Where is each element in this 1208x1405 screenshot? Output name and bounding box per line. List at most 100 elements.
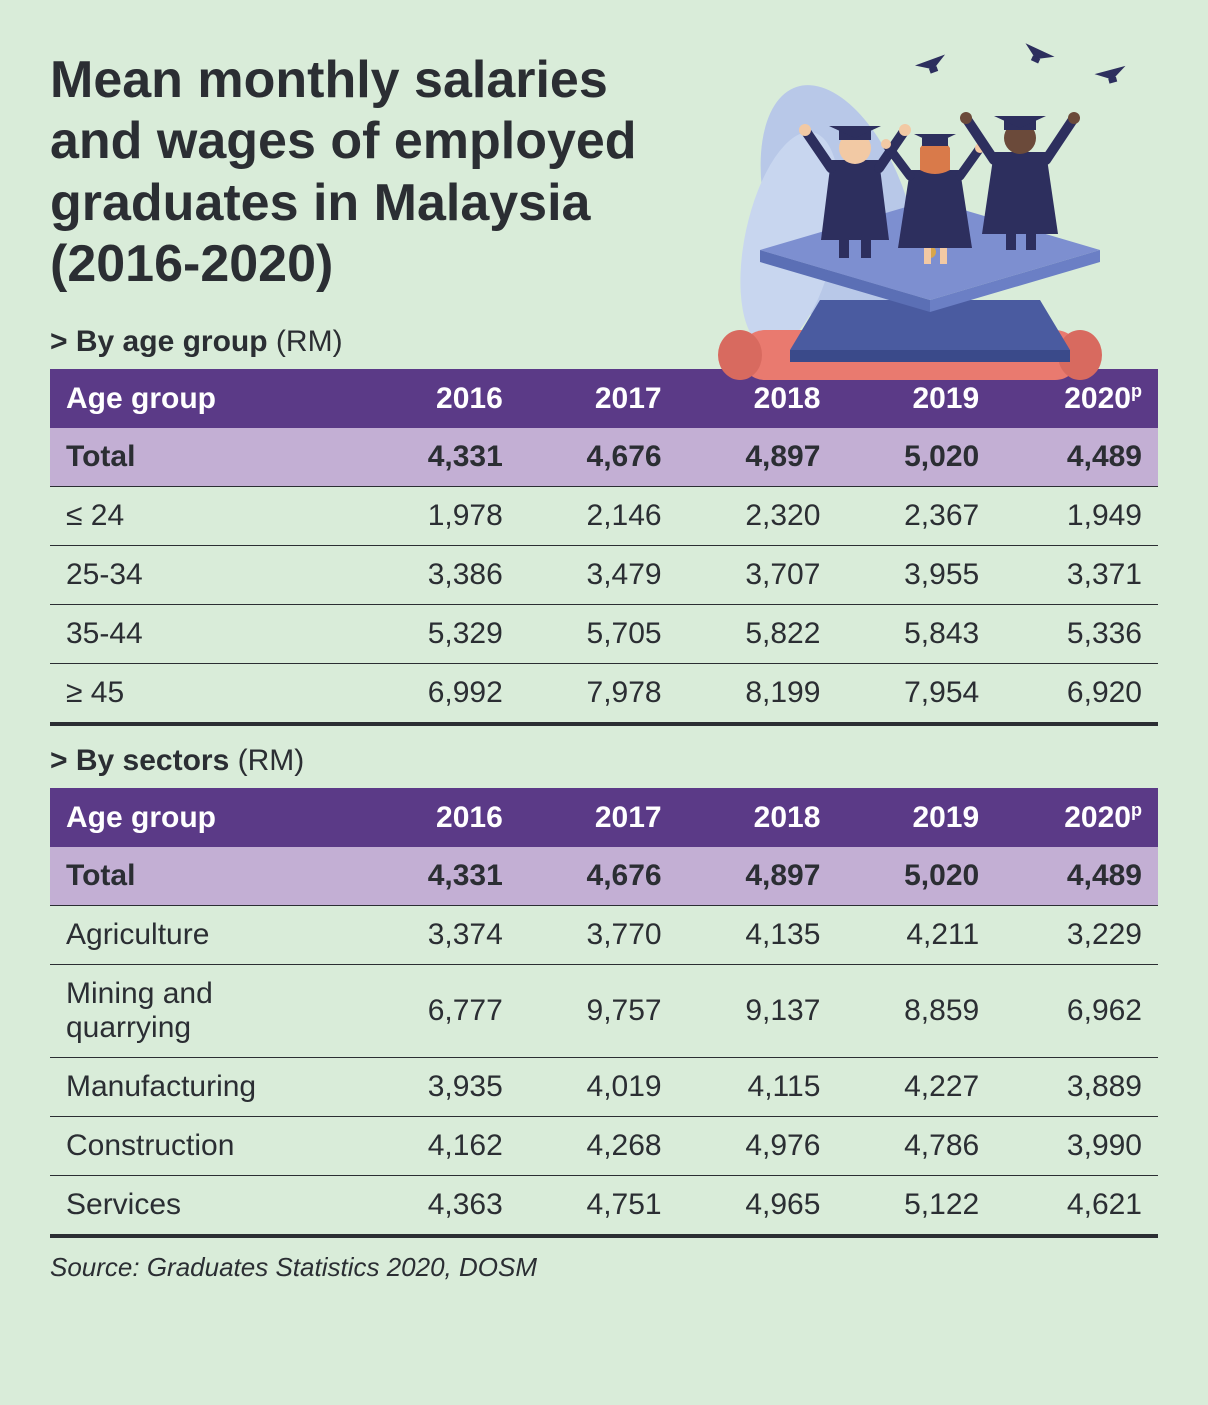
cell-value: 4,965 [678, 1176, 837, 1237]
cell-value: 3,935 [360, 1058, 519, 1117]
cell-value: 6,962 [995, 965, 1158, 1058]
cell-value: 6,992 [360, 664, 519, 725]
cell-value: 6,920 [995, 664, 1158, 725]
cell-value: 4,331 [360, 847, 519, 906]
cell-value: 5,122 [836, 1176, 995, 1237]
cell-value: 7,978 [519, 664, 678, 725]
col-2016: 2016 [360, 369, 519, 428]
cell-value: 4,897 [678, 428, 837, 487]
cell-value: 4,676 [519, 847, 678, 906]
cell-value: 5,336 [995, 605, 1158, 664]
table-body-sector: Total 4,331 4,676 4,897 5,020 4,489 Agri… [50, 847, 1158, 1236]
cell-label: 35-44 [50, 605, 360, 664]
cell-value: 4,489 [995, 428, 1158, 487]
cell-value: 3,374 [360, 906, 519, 965]
cell-value: 8,199 [678, 664, 837, 725]
table-row: ≥ 45 6,992 7,978 8,199 7,954 6,920 [50, 664, 1158, 725]
col-2017: 2017 [519, 788, 678, 847]
cell-value: 4,211 [836, 906, 995, 965]
col-label: Age group [50, 369, 360, 428]
table-by-sector: Age group 2016 2017 2018 2019 2020p Tota… [50, 788, 1158, 1238]
cell-value: 3,229 [995, 906, 1158, 965]
cell-label: Services [50, 1176, 360, 1237]
cell-value: 2,367 [836, 487, 995, 546]
cell-value: 5,822 [678, 605, 837, 664]
cell-value: 4,786 [836, 1117, 995, 1176]
col-2018: 2018 [678, 788, 837, 847]
col-2017: 2017 [519, 369, 678, 428]
chevron-icon: > [50, 744, 68, 777]
table-by-age: Age group 2016 2017 2018 2019 2020p Tota… [50, 369, 1158, 726]
cell-value: 4,363 [360, 1176, 519, 1237]
section-unit: (RM) [238, 744, 305, 777]
cell-value: 4,268 [519, 1117, 678, 1176]
cell-value: 5,705 [519, 605, 678, 664]
cell-value: 2,320 [678, 487, 837, 546]
cell-value: 9,137 [678, 965, 837, 1058]
table-row: Services 4,363 4,751 4,965 5,122 4,621 [50, 1176, 1158, 1237]
table-row: ≤ 24 1,978 2,146 2,320 2,367 1,949 [50, 487, 1158, 546]
cell-value: 1,978 [360, 487, 519, 546]
table-row: 25-34 3,386 3,479 3,707 3,955 3,371 [50, 546, 1158, 605]
section-name: By age group [76, 325, 268, 358]
cell-value: 3,386 [360, 546, 519, 605]
cell-value: 3,479 [519, 546, 678, 605]
table-row: Mining and quarrying 6,777 9,757 9,137 8… [50, 965, 1158, 1058]
cell-value: 4,621 [995, 1176, 1158, 1237]
cell-value: 4,162 [360, 1117, 519, 1176]
cell-label: Agriculture [50, 906, 360, 965]
cell-value: 2,146 [519, 487, 678, 546]
cell-value: 3,707 [678, 546, 837, 605]
table-row-total: Total 4,331 4,676 4,897 5,020 4,489 [50, 847, 1158, 906]
cell-label: ≥ 45 [50, 664, 360, 725]
cell-value: 5,020 [836, 428, 995, 487]
cell-label: Mining and quarrying [50, 965, 360, 1058]
source-note: Source: Graduates Statistics 2020, DOSM [50, 1252, 1158, 1283]
cell-value: 3,770 [519, 906, 678, 965]
chevron-icon: > [50, 325, 68, 358]
col-2020: 2020p [995, 788, 1158, 847]
table-row: Manufacturing 3,935 4,019 4,115 4,227 3,… [50, 1058, 1158, 1117]
table-row-total: Total 4,331 4,676 4,897 5,020 4,489 [50, 428, 1158, 487]
cell-label: ≤ 24 [50, 487, 360, 546]
col-2020: 2020p [995, 369, 1158, 428]
table-row: 35-44 5,329 5,705 5,822 5,843 5,336 [50, 605, 1158, 664]
cell-value: 5,329 [360, 605, 519, 664]
col-label: Age group [50, 788, 360, 847]
col-2019: 2019 [836, 369, 995, 428]
cell-value: 6,777 [360, 965, 519, 1058]
cell-value: 4,751 [519, 1176, 678, 1237]
table-row: Agriculture 3,374 3,770 4,135 4,211 3,22… [50, 906, 1158, 965]
section-name: By sectors [76, 744, 229, 777]
cell-value: 3,955 [836, 546, 995, 605]
col-2016: 2016 [360, 788, 519, 847]
cell-value: 4,897 [678, 847, 837, 906]
section-unit: (RM) [276, 325, 343, 358]
col-2019: 2019 [836, 788, 995, 847]
table-body-age: Total 4,331 4,676 4,897 5,020 4,489 ≤ 24… [50, 428, 1158, 724]
cell-value: 4,331 [360, 428, 519, 487]
cell-label: 25-34 [50, 546, 360, 605]
cell-value: 4,115 [678, 1058, 837, 1117]
cell-label: Total [50, 847, 360, 906]
cell-value: 3,889 [995, 1058, 1158, 1117]
cell-value: 9,757 [519, 965, 678, 1058]
cell-value: 5,020 [836, 847, 995, 906]
page-title: Mean monthly salaries and wages of emplo… [50, 50, 690, 295]
cell-value: 7,954 [836, 664, 995, 725]
table-header-row: Age group 2016 2017 2018 2019 2020p [50, 369, 1158, 428]
cell-value: 4,019 [519, 1058, 678, 1117]
table-header-row: Age group 2016 2017 2018 2019 2020p [50, 788, 1158, 847]
cell-label: Construction [50, 1117, 360, 1176]
cell-value: 4,135 [678, 906, 837, 965]
cell-label: Total [50, 428, 360, 487]
col-2018: 2018 [678, 369, 837, 428]
section-label-age: > By age group (RM) [50, 325, 1158, 359]
cell-value: 1,949 [995, 487, 1158, 546]
cell-value: 8,859 [836, 965, 995, 1058]
cell-value: 3,371 [995, 546, 1158, 605]
cell-value: 4,976 [678, 1117, 837, 1176]
cell-value: 4,489 [995, 847, 1158, 906]
cell-label: Manufacturing [50, 1058, 360, 1117]
table-row: Construction 4,162 4,268 4,976 4,786 3,9… [50, 1117, 1158, 1176]
